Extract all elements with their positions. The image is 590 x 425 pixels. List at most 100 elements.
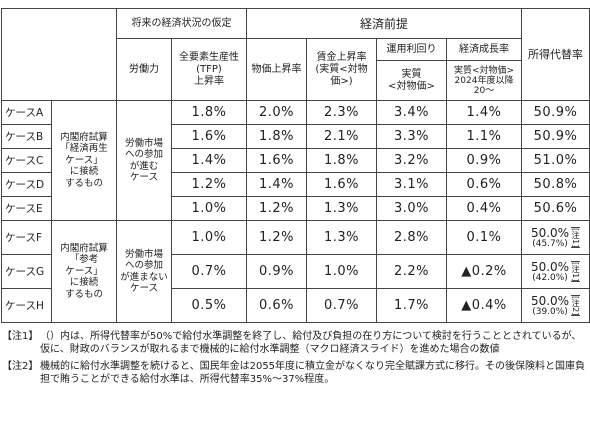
text: ケースE [5,202,43,215]
replacement-sub: (39.0%) [532,306,568,317]
replacement-values: 50.6% [534,202,578,215]
replacement-sub: (45.7%) [532,238,568,249]
value-cell: 1.8% [246,124,307,149]
value-cell: 2.1% [306,124,377,149]
text: 0.7% [323,297,360,313]
value-cell: 1.0% [306,254,377,289]
replacement-cell: 50.8% [521,172,590,197]
value-cell: 2.0% [246,100,307,125]
text-line: ケース」 [65,265,103,277]
text: 0.6% [466,176,502,192]
replacement-values: 50.0% (45.7%) [531,227,569,249]
note-text: （）内は、所得代替率が50%で給付水準調整を終了し、給付及び負担の在り方について… [40,331,582,355]
text-line: 「経済再生 [60,143,108,155]
text-line: 実質<対物価> [453,65,515,76]
case-cell: ケースC [1,148,52,173]
text: 労働力 [129,63,159,75]
text-line: 労働市場 [124,137,163,149]
data-row: ケースH 0.5% 0.6% 0.7% 1.7% ▲0.4% 50.0% (39.0%) [注2… [1,288,590,323]
note-ref: [注1] [571,226,581,249]
text: 0.6% [258,297,295,313]
text: 1.0% [191,229,227,245]
text: ケースF [5,231,43,244]
text: 1.3% [323,229,360,245]
header-cell: 経済前提 [245,8,523,39]
replacement-cell: 50.6% [521,196,590,221]
value-cell: 3.1% [376,172,447,197]
data-row: ケースD 1.2% 1.4% 1.6% 3.1% 0.6% 50.8% [1,172,590,197]
text-line: 全要素生産性 [179,51,239,63]
text: 3.2% [393,152,430,168]
replacement-cell: 50.9% [521,124,590,149]
text-line: ケース [129,172,159,183]
replacement-wrap: 50.6% [523,202,589,215]
text-line: ケース [129,283,159,294]
text: 0.7% [191,263,227,279]
replacement-values: 50.0% (39.0%) [531,295,569,317]
value-cell: 0.9% [246,254,307,289]
value-cell: 1.3% [306,196,377,221]
text: 0.9% [258,263,295,279]
replacement-value: 50.0% [530,225,570,240]
text-line: が進む [129,160,159,172]
header-cell: 労働力 [116,38,172,101]
value-cell: 1.4% [445,100,523,125]
case-cell: ケースA [1,100,52,125]
text: 所得代替率 [528,47,584,61]
replacement-value: 50.0% [530,293,570,308]
note-ref: [注1] [571,260,581,283]
value-cell: 1.2% [246,196,307,221]
value-cell: 1.6% [171,124,247,149]
text: 1.0% [191,200,227,216]
replacement-value: 50.9% [533,104,578,120]
text-line: するもの [64,288,103,300]
value-cell: 0.4% [445,196,523,221]
text: 1.3% [323,200,360,216]
text-line: 実質 [401,68,422,80]
value-cell: 1.0% [171,196,247,221]
header-cell: 賃金上昇率 (実質<対物 価>) [306,38,377,101]
text-line: するもの [64,177,103,189]
value-cell: 0.6% [445,172,523,197]
replacement-value: 50.0% [530,259,570,274]
text-line: 賃金上昇率 [316,51,367,63]
text: 1.6% [191,128,227,144]
text: 0.1% [466,229,502,245]
text: 3.0% [393,200,430,216]
value-cell: 1.4% [171,148,247,173]
text: 経済前提 [360,16,409,31]
value-cell: 0.1% [445,220,523,255]
value-cell: 1.2% [246,220,307,255]
replacement-value: 50.8% [533,176,578,192]
value-cell: 1.4% [246,172,307,197]
value-cell: 0.5% [171,288,247,323]
text: 0.5% [191,297,227,313]
text-line: 2024年度以降 [454,75,514,86]
text-line: が進まない [120,271,168,283]
text: 運用利回り [386,43,437,55]
text: 2.0% [258,104,295,120]
header-row: 将来の経済状況の仮定 経済前提 所得代替率 [1,8,590,101]
value-cell: 3.3% [376,124,447,149]
replacement-value: 50.9% [533,128,578,144]
text: 1.4% [191,152,227,168]
replacement-wrap: 50.0% (45.7%) [注1] [523,226,589,249]
assumption-table: 将来の経済状況の仮定 経済前提 所得代替率 労働力 全要素生産性 (TFP) 上昇率 物価上昇… [1,8,590,323]
replacement-cell: 50.0% (45.7%) [注1] [521,220,590,255]
value-cell: 0.9% [445,148,523,173]
data-row: ケースF 内閣府試算 「参考 ケース」 に接続 するもの 労働市場 への参加 が進まない ケース 1… [1,220,590,323]
note-text: 機械的に給付水準調整を続けると、国民年金は2055年度に積立金がなくなり完全賦課… [40,361,586,385]
text: 2.1% [323,128,360,144]
group-cell: 内閣府試算 「参考 ケース」 に接続 するもの [51,220,117,323]
note: 【注1】 （）内は、所得代替率が50%で給付水準調整を終了し、給付及び負担の在り方… [2,330,588,356]
text-line: 労働市場 [124,248,163,260]
text: 2.2% [393,263,430,279]
header-cell: 実質<対物価> 2024年度以降 20〜 [445,60,523,101]
note-ref: [注2] [571,294,581,317]
header-row: 労働力 全要素生産性 (TFP) 上昇率 物価上昇率 賃金上昇率 (実質<対物 価>) 運用利回… [2,38,590,101]
text: 1.0% [323,263,360,279]
value-cell: 1.6% [246,148,307,173]
data-row: ケースA 内閣府試算 「経済再生 ケース」 に接続 するもの 労働市場 への参加 が進む ケース 1… [1,100,590,221]
text-line: 価>) [330,75,353,87]
